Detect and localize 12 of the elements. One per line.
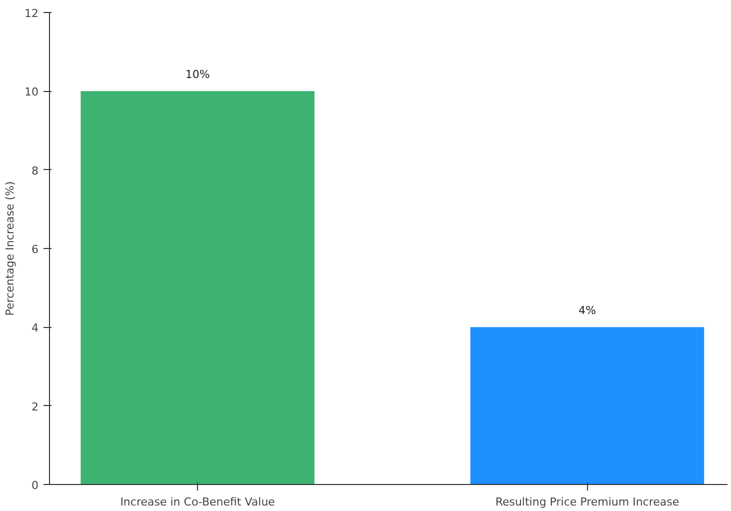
data-label: 10% bbox=[185, 68, 210, 82]
y-tick-label: 6 bbox=[32, 243, 38, 256]
y-tick-label: 12 bbox=[24, 7, 39, 20]
y-axis-title: Percentage Increase (%) bbox=[4, 181, 17, 316]
x-tick-label: Resulting Price Premium Increase bbox=[495, 496, 680, 508]
y-tick-label: 0 bbox=[32, 479, 38, 492]
data-label: 4% bbox=[578, 304, 596, 318]
y-tick-label: 2 bbox=[32, 400, 38, 414]
x-tick-label: Increase in Co-Benefit Value bbox=[120, 496, 276, 508]
y-tick-label: 10 bbox=[24, 86, 39, 99]
y-tick-label: 4 bbox=[32, 322, 38, 335]
y-tick-label: 8 bbox=[32, 164, 38, 178]
